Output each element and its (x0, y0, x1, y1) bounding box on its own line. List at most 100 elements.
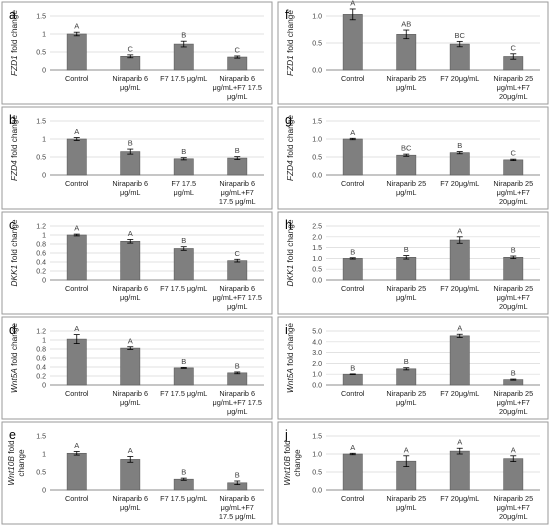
y-tick-label: 1.5 (312, 119, 322, 126)
significance-letter: A (74, 127, 79, 136)
y-tick-label: 0.5 (312, 267, 322, 274)
bar (66, 452, 87, 491)
significance-letter: A (404, 445, 409, 454)
y-axis-label-rest: fold change (285, 323, 295, 369)
x-category-label: Niraparib 25 (493, 179, 533, 188)
x-category-label: 20μg/mL (499, 512, 528, 521)
x-category-label: F7 17.5 μg/mL (160, 284, 207, 293)
x-category-label: μg/mL (227, 407, 247, 416)
significance-letter: B (404, 245, 409, 254)
bar (173, 248, 194, 281)
bar (449, 239, 470, 281)
bar (449, 450, 470, 491)
y-tick-label: 0.2 (36, 374, 46, 381)
y-tick-label: 0.0 (312, 383, 322, 390)
y-tick-label: 4.0 (312, 339, 322, 346)
y-tick-label: 0.0 (312, 278, 322, 285)
bar (503, 458, 524, 491)
significance-letter: A (350, 443, 355, 452)
x-category-label: Control (341, 284, 365, 293)
y-axis-label-gene: DKK1 (285, 265, 295, 287)
y-tick-label: 1.5 (36, 119, 46, 126)
x-category-label: Niraparib 6 (112, 389, 148, 398)
bar (120, 241, 141, 281)
y-axis-label-rest: fold change (9, 10, 19, 56)
y-tick-label: 0.8 (36, 347, 46, 354)
y-tick-label: 1.0 (312, 452, 322, 459)
bar (227, 56, 248, 71)
y-axis-label: Wnt5A fold change (9, 323, 19, 393)
x-category-label: Niraparib 6 (219, 389, 255, 398)
significance-letter: AB (401, 20, 411, 29)
significance-letter: B (511, 369, 516, 378)
y-tick-label: 1.0 (312, 256, 322, 263)
x-category-label: Niraparib 25 (493, 74, 533, 83)
panel-c: c 0 0.2 0.4 0.6 0.8 1 1.2 DKK1 fold change A Contr… (1, 211, 273, 315)
x-category-label: μg/mL+F7 (497, 398, 530, 407)
x-category-label: F7 17.5 μg/mL (160, 494, 207, 503)
bar (342, 14, 363, 71)
x-category-label: Control (65, 494, 89, 503)
y-tick-label: 0.5 (312, 41, 322, 48)
y-axis-label: FZD1 fold change (9, 10, 19, 76)
y-axis-label-rest: fold (6, 440, 16, 456)
panel-letter: c (9, 218, 15, 232)
y-tick-label: 0.0 (312, 173, 322, 180)
significance-letter: A (511, 445, 516, 454)
x-category-label: F7 17.5 (171, 179, 196, 188)
panel-letter: i (285, 323, 288, 337)
y-axis-label-gene: Wnt5A (285, 368, 295, 393)
bar (342, 258, 363, 281)
y-axis-label: change (16, 449, 26, 477)
bar (173, 43, 194, 71)
y-tick-label: 0.6 (36, 251, 46, 258)
bar (227, 260, 248, 281)
significance-letter: B (511, 246, 516, 255)
panel-letter: e (9, 428, 16, 442)
bar (120, 151, 141, 176)
x-category-label: μg/mL (396, 503, 416, 512)
y-axis-label-rest: fold (282, 440, 292, 456)
x-category-label: μg/mL+F7 (497, 503, 530, 512)
bar (120, 347, 141, 386)
x-category-label: Control (65, 389, 89, 398)
panel-frame (1, 1, 273, 105)
x-category-label: Niraparib 25 (386, 494, 426, 503)
x-category-label: μg/mL+F7 (221, 503, 254, 512)
significance-letter: C (511, 149, 517, 158)
significance-letter: B (404, 357, 409, 366)
significance-letter: B (350, 247, 355, 256)
x-category-label: Niraparib 6 (112, 74, 148, 83)
panel-letter: h (285, 218, 292, 232)
significance-letter: BC (401, 144, 412, 153)
bar (173, 367, 194, 386)
significance-letter: C (235, 45, 241, 54)
y-tick-label: 2.5 (312, 224, 322, 231)
y-axis-label: change (292, 449, 302, 477)
significance-letter: B (128, 139, 133, 148)
significance-letter: A (350, 0, 355, 7)
y-tick-label: 1 (42, 32, 46, 39)
bar (66, 234, 87, 281)
bar (396, 34, 417, 71)
significance-letter: C (128, 44, 134, 53)
bar (66, 338, 87, 386)
y-tick-label: 0 (42, 68, 46, 75)
x-category-label: Niraparib 25 (493, 284, 533, 293)
y-tick-label: 1.5 (312, 245, 322, 252)
y-axis-label: Wnt5A fold change (285, 323, 295, 393)
x-category-label: 20μg/mL (499, 197, 528, 206)
x-category-label: Niraparib 25 (493, 494, 533, 503)
y-axis-label: FZD4 fold change (9, 115, 19, 181)
x-category-label: F7 20μg/mL (440, 284, 479, 293)
x-category-label: F7 17.5 μg/mL (160, 74, 207, 83)
panel-f: f 0.0 0.5 1.0 FZD1 fold change A Control AB Nira… (277, 0, 549, 105)
significance-letter: B (181, 468, 186, 477)
y-tick-label: 0.6 (36, 356, 46, 363)
x-category-label: Control (65, 179, 89, 188)
panel-frame (1, 106, 273, 210)
x-category-label: μg/mL+F7 (221, 188, 254, 197)
y-tick-label: 0 (42, 173, 46, 180)
